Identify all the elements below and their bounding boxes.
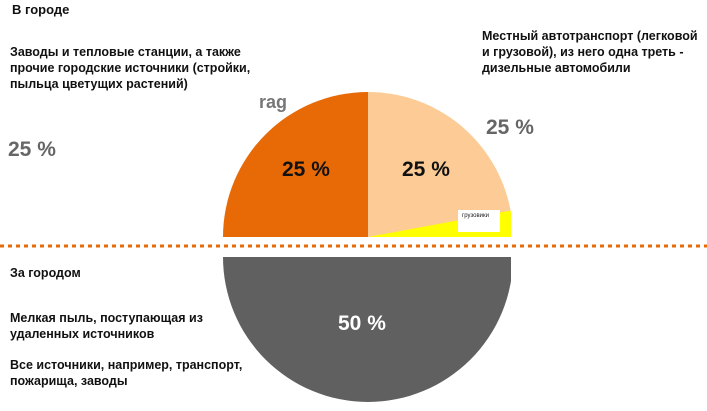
outside-value: 50 % xyxy=(338,312,386,335)
stray-label: rag xyxy=(259,92,288,112)
factories-value: 25 % xyxy=(282,158,330,181)
transport-label: Местный автотранспорт (легковой и грузов… xyxy=(482,29,698,75)
slice-factories xyxy=(223,92,368,237)
city-heading: В городе xyxy=(12,2,70,17)
trucks-label: грузовики xyxy=(462,213,489,219)
factories-label: Заводы и тепловые станции, а также прочи… xyxy=(10,45,251,91)
all-sources-label: Все источники, например, транспорт, пожа… xyxy=(10,358,243,388)
slice-outside-city xyxy=(223,257,511,402)
outside-heading: За городом xyxy=(10,266,81,280)
slice-transport xyxy=(368,92,511,237)
transport-value: 25 % xyxy=(402,158,450,181)
right-percent: 25 % xyxy=(486,116,534,139)
left-percent: 25 % xyxy=(8,138,56,161)
trucks-label-box xyxy=(458,210,500,232)
dust-label: Мелкая пыль, поступающая из удаленных ис… xyxy=(10,311,203,341)
